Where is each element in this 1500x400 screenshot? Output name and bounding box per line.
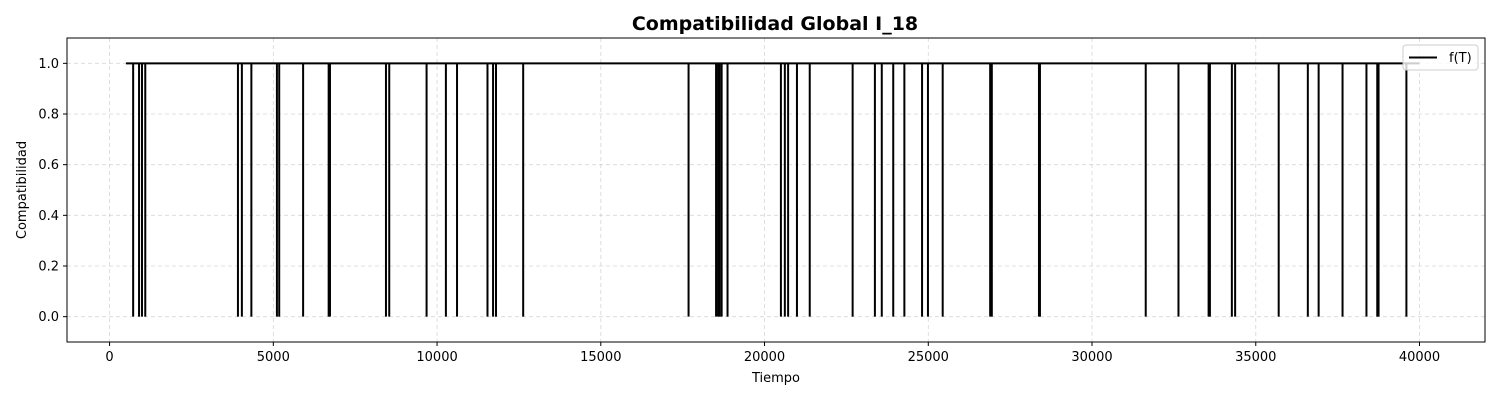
y-tick-label: 0.8 [38,108,59,123]
x-tick-label: 35000 [1235,350,1276,365]
legend: f(T) [1402,44,1479,71]
legend-label: f(T) [1449,51,1472,66]
x-tick-label: 5000 [257,350,290,365]
y-axis-label: Compatibilidad [15,141,30,239]
x-axis: 0 5000 10000 15000 20000 25000 30000 35000 40000 [105,342,1440,365]
x-tick-label: 25000 [908,350,949,365]
series-layer [125,62,1420,317]
legend-box [1402,44,1479,71]
y-tick-label: 0.4 [38,209,59,224]
x-tick-label: 0 [105,350,113,365]
y-axis: 0.0 0.2 0.4 0.6 0.8 1.0 [38,57,67,325]
x-tick-label: 10000 [416,350,457,365]
y-tick-label: 0.6 [38,158,59,173]
x-axis-label: Tiempo [751,371,800,386]
plot-frame [66,37,1486,343]
y-tick-label: 0.0 [38,310,59,325]
chart-title: Compatibilidad Global I_18 [632,13,918,35]
y-tick-label: 0.2 [38,260,59,275]
y-tick-label: 1.0 [38,57,59,72]
x-tick-label: 20000 [744,350,785,365]
x-tick-label: 30000 [1071,350,1112,365]
x-tick-label: 40000 [1399,350,1440,365]
x-tick-label: 15000 [580,350,621,365]
